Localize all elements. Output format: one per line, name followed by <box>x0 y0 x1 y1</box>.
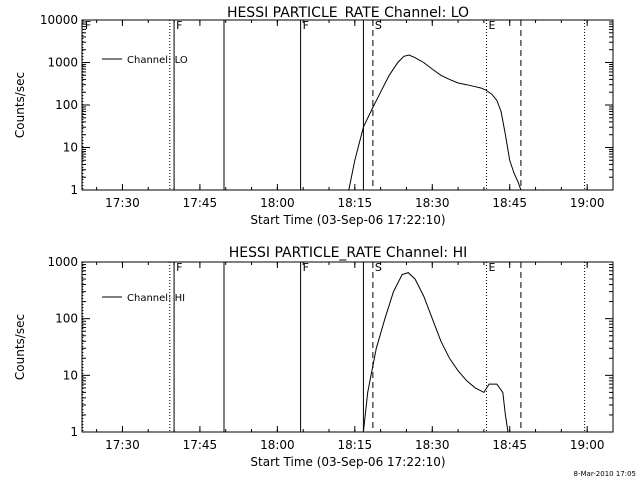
event-marker-label: E <box>488 19 495 32</box>
x-axis-label: Start Time (03-Sep-06 17:22:10) <box>250 455 445 469</box>
event-marker-label: F <box>85 19 91 32</box>
x-tick-label: 18:15 <box>338 196 373 210</box>
y-tick-label: 1000 <box>47 255 78 269</box>
date-stamp: 8-Mar-2010 17:05 <box>574 470 636 478</box>
x-tick-label: 17:45 <box>183 438 218 452</box>
x-tick-label: 17:45 <box>183 196 218 210</box>
legend-label: Channel: LO <box>127 55 188 66</box>
y-tick-label: 1 <box>70 425 78 439</box>
x-tick-label: 17:30 <box>105 438 140 452</box>
y-tick-label: 10000 <box>40 13 78 27</box>
event-marker-label: F <box>303 261 309 274</box>
event-marker-label: F <box>176 19 182 32</box>
x-tick-label: 19:00 <box>570 438 605 452</box>
y-tick-label: 100 <box>55 312 78 326</box>
x-tick-label: 18:45 <box>492 196 527 210</box>
event-marker-label: S <box>375 261 382 274</box>
plot-frame <box>81 261 614 433</box>
legend-label: Channel: HI <box>127 293 185 304</box>
y-tick-label: 100 <box>55 98 78 112</box>
panel-lo: HESSI PARTICLE_RATE Channel: LO Counts/s… <box>13 5 614 227</box>
x-tick-label: 18:30 <box>415 438 450 452</box>
event-marker-label: E <box>488 261 495 274</box>
axes-lo: 17:30 17:45 18:00 18:15 18:30 18:45 19:00 1 10 10… <box>40 13 614 210</box>
event-marker-label: S <box>375 19 382 32</box>
x-tick-label: 18:15 <box>338 438 373 452</box>
x-tick-label: 18:00 <box>260 438 295 452</box>
chart-title: HESSI PARTICLE_RATE Channel: LO <box>227 5 469 21</box>
y-tick-label: 10 <box>63 368 78 382</box>
x-tick-label: 18:30 <box>415 196 450 210</box>
plot-frame <box>81 19 614 191</box>
y-tick-label: 1000 <box>47 56 78 70</box>
axes-hi: 17:30 17:45 18:00 18:15 18:30 18:45 19:00 1 10 10… <box>47 255 614 452</box>
series-line-hi <box>362 272 509 433</box>
y-tick-label: 10 <box>63 141 78 155</box>
series-line-lo <box>348 54 522 191</box>
y-tick-label: 1 <box>70 183 78 197</box>
x-tick-label: 17:30 <box>105 196 140 210</box>
x-tick-label: 18:45 <box>492 438 527 452</box>
panel-hi: HESSI PARTICLE_RATE Channel: HI Counts/s… <box>13 245 614 469</box>
y-axis-label: Counts/sec <box>13 72 27 138</box>
x-axis-label: Start Time (03-Sep-06 17:22:10) <box>250 213 445 227</box>
event-marker-label: F <box>176 261 182 274</box>
y-axis-label: Counts/sec <box>13 314 27 380</box>
chart-title: HESSI PARTICLE_RATE Channel: HI <box>229 245 467 261</box>
event-marker-label: F <box>303 19 309 32</box>
x-tick-label: 18:00 <box>260 196 295 210</box>
x-tick-label: 19:00 <box>570 196 605 210</box>
